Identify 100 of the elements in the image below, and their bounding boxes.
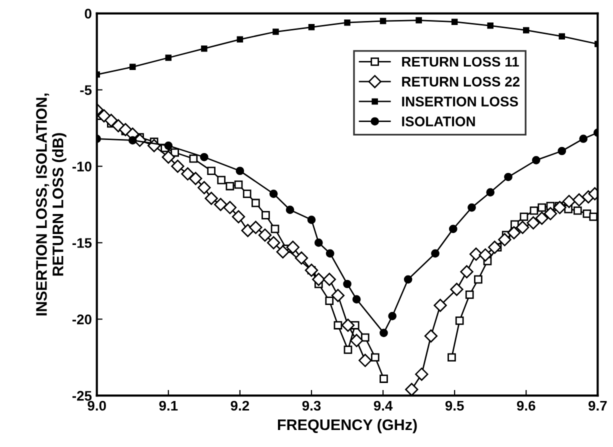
point — [334, 321, 342, 330]
point — [236, 166, 244, 176]
y-tick-label: -5 — [80, 85, 92, 96]
point — [380, 328, 388, 338]
point — [448, 353, 456, 362]
point — [553, 200, 566, 214]
point — [380, 18, 386, 24]
point — [325, 296, 334, 305]
point — [478, 248, 492, 262]
point — [352, 295, 361, 304]
point — [465, 290, 474, 299]
legend-label: RETURN LOSS 11 — [402, 56, 519, 67]
point — [535, 212, 548, 225]
x-tick-label: 9.3 — [302, 400, 321, 411]
point — [434, 298, 447, 312]
point — [573, 206, 582, 215]
y-tick-label: -20 — [72, 314, 92, 324]
point — [118, 123, 132, 136]
point — [165, 54, 172, 61]
point — [262, 211, 270, 220]
point — [558, 146, 566, 156]
point — [326, 249, 334, 258]
point — [468, 203, 476, 212]
point — [526, 216, 540, 230]
y-tick-label: 0 — [84, 8, 92, 19]
legend-label: ISOLATION — [402, 116, 475, 126]
point — [232, 210, 246, 224]
point — [388, 312, 397, 320]
point — [97, 109, 111, 122]
point — [343, 280, 352, 288]
point — [242, 190, 252, 198]
point — [404, 275, 412, 284]
point — [269, 190, 278, 198]
point — [380, 374, 388, 383]
point — [201, 45, 208, 52]
point — [294, 251, 308, 265]
x-tick-label: 9.2 — [230, 400, 250, 411]
point — [198, 181, 211, 194]
point — [538, 203, 546, 212]
point — [486, 188, 495, 196]
x-tick-label: 9.5 — [445, 400, 464, 411]
point — [286, 240, 300, 254]
x-tick-label: 9.7 — [588, 400, 607, 411]
point — [341, 318, 355, 332]
point — [322, 272, 336, 286]
x-axis-title: FREQUENCY (GHz) — [278, 418, 417, 434]
point — [252, 198, 260, 208]
legend-label: RETURN LOSS 22 — [402, 76, 520, 87]
point — [371, 353, 380, 362]
point — [523, 27, 530, 34]
x-tick-label: 9.0 — [88, 400, 106, 411]
point — [226, 182, 234, 190]
point — [171, 160, 184, 173]
point — [455, 316, 464, 325]
point — [424, 329, 438, 343]
point — [516, 220, 530, 234]
point — [266, 236, 280, 250]
point — [181, 167, 194, 181]
point — [286, 206, 294, 214]
point — [189, 172, 202, 186]
y-tick-label: -25 — [72, 390, 92, 401]
point — [130, 64, 136, 70]
point — [448, 224, 458, 234]
point — [544, 207, 558, 220]
point — [331, 288, 345, 302]
y-axis-title: INSERTION LOSS, ISOLATION, RETURN LOSS (dB) — [36, 94, 66, 316]
point — [200, 152, 208, 162]
point — [530, 206, 538, 215]
point — [207, 166, 216, 176]
point — [344, 346, 352, 354]
point — [487, 22, 494, 29]
point — [589, 212, 598, 221]
point — [504, 172, 512, 182]
point — [344, 19, 350, 26]
point — [358, 354, 372, 368]
point — [498, 233, 512, 246]
y-tick-label: -10 — [72, 162, 92, 172]
x-tick-label: 9.6 — [516, 400, 536, 411]
point — [558, 33, 566, 40]
point — [204, 192, 218, 205]
point — [236, 36, 244, 43]
point — [272, 28, 279, 35]
point — [572, 193, 586, 207]
point — [416, 17, 422, 24]
x-tick-label: 9.4 — [374, 400, 393, 411]
point — [460, 265, 474, 278]
point — [214, 198, 228, 212]
point — [128, 136, 137, 144]
point — [562, 194, 576, 208]
point — [276, 245, 290, 258]
point — [405, 382, 418, 396]
point — [431, 249, 440, 258]
y-tick-label: -15 — [72, 238, 92, 248]
point — [507, 226, 521, 240]
point — [234, 180, 243, 189]
point — [162, 150, 175, 164]
point — [532, 156, 540, 164]
point — [474, 275, 482, 284]
point — [312, 272, 326, 286]
point — [450, 282, 464, 296]
